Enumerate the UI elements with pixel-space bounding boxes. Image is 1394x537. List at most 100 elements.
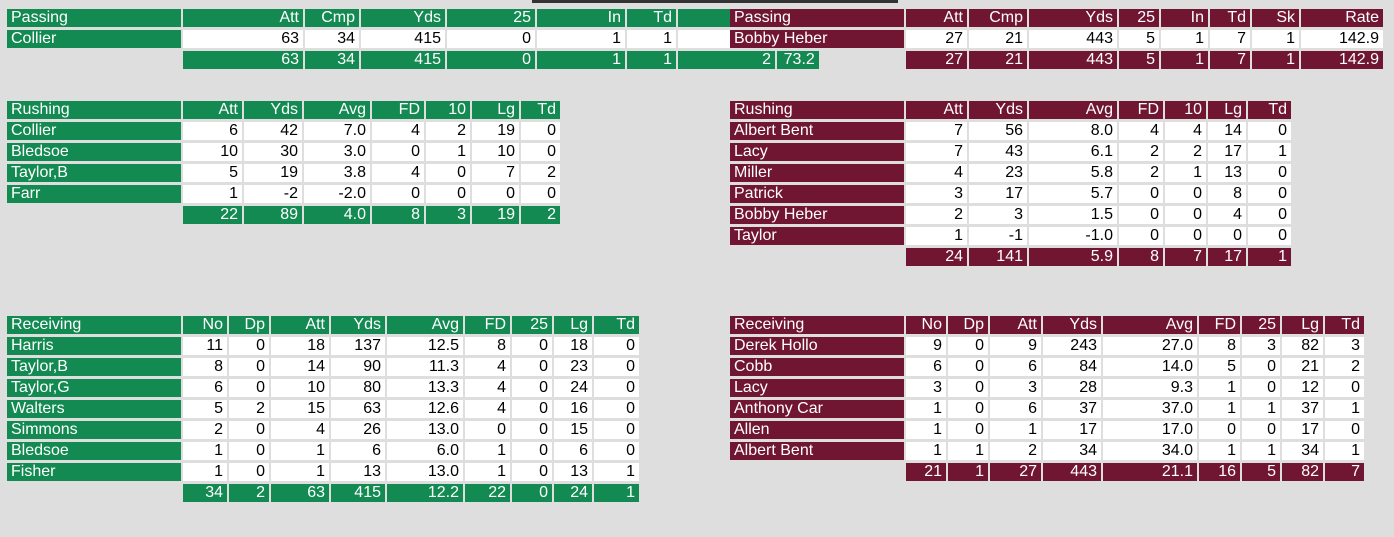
stat-dp: 0 — [229, 421, 269, 439]
stat-fd: 4 — [465, 358, 510, 376]
stat-avg: 14.0 — [1103, 358, 1197, 376]
stat-fd: 1 — [1199, 379, 1240, 397]
total-fd: 8 — [1119, 248, 1163, 266]
stat-10: 0 — [426, 185, 470, 203]
stat-dp: 0 — [229, 358, 269, 376]
column-header-lg: Lg — [1282, 316, 1323, 334]
player-row: Taylor,B 8 0 14 90 11.3 4 0 23 0 — [7, 358, 639, 376]
total-yds: 89 — [244, 206, 302, 224]
total-no: 21 — [906, 463, 946, 481]
column-header-10: 10 — [1165, 101, 1206, 119]
total-lg: 24 — [554, 484, 592, 502]
stat-yds: 30 — [244, 143, 302, 161]
stat-cmp: 34 — [305, 30, 359, 48]
stat-dp: 2 — [229, 400, 269, 418]
stat-25: 0 — [1242, 379, 1280, 397]
stat-yds: 37 — [1043, 400, 1101, 418]
stat-10: 2 — [1165, 143, 1206, 161]
stat-td: 0 — [1248, 185, 1291, 203]
stat-10: 0 — [1165, 185, 1206, 203]
total-dp: 2 — [229, 484, 269, 502]
stat-fd: 4 — [372, 164, 424, 182]
stat-avg: 3.0 — [304, 143, 370, 161]
stat-no: 6 — [183, 379, 227, 397]
stat-lg: 13 — [1208, 164, 1246, 182]
stat-fd: 0 — [372, 185, 424, 203]
total-lg: 82 — [1282, 463, 1323, 481]
player-row: Harris 11 0 18 137 12.5 8 0 18 0 — [7, 337, 639, 355]
stat-no: 2 — [183, 421, 227, 439]
column-header-yds: Yds — [331, 316, 385, 334]
stat-lg: 34 — [1282, 442, 1323, 460]
stat-25: 0 — [1242, 358, 1280, 376]
section-title: Passing — [730, 9, 904, 27]
stat-avg: 12.5 — [387, 337, 463, 355]
stat-td: 0 — [594, 337, 639, 355]
stat-att: 6 — [990, 358, 1041, 376]
stat-lg: 24 — [554, 379, 592, 397]
stat-fd: 4 — [372, 122, 424, 140]
total-10: 7 — [1165, 248, 1206, 266]
stat-lg: 19 — [472, 122, 519, 140]
player-row: Bobby Heber 2 3 1.5 0 0 4 0 — [730, 206, 1291, 224]
stat-yds: 56 — [969, 122, 1027, 140]
stat-avg: 8.0 — [1029, 122, 1117, 140]
column-header-yds: Yds — [244, 101, 302, 119]
stat-in: 1 — [1161, 30, 1208, 48]
stat-att: 3 — [990, 379, 1041, 397]
stat-no: 1 — [906, 442, 946, 460]
stat-td: 1 — [1325, 442, 1364, 460]
total-td: 7 — [1210, 51, 1250, 69]
player-name: Collier — [7, 122, 181, 140]
top-divider — [532, 0, 898, 3]
header-row: Receiving No Dp Att Yds Avg FD 25 Lg Td — [7, 316, 639, 334]
stat-avg: 9.3 — [1103, 379, 1197, 397]
stat-fd: 1 — [1199, 400, 1240, 418]
player-row: Collier 6 42 7.0 4 2 19 0 — [7, 122, 560, 140]
player-name: Anthony Car — [730, 400, 904, 418]
total-fd: 16 — [1199, 463, 1240, 481]
totals-spacer — [730, 463, 904, 481]
stat-rate: 142.9 — [1301, 30, 1383, 48]
stat-td: 0 — [594, 379, 639, 397]
stat-10: 1 — [1165, 164, 1206, 182]
stat-lg: 23 — [554, 358, 592, 376]
player-row: Taylor 1 -1 -1.0 0 0 0 0 — [730, 227, 1291, 245]
stat-yds: -1 — [969, 227, 1027, 245]
column-header-fd: FD — [465, 316, 510, 334]
stat-td: 0 — [1248, 122, 1291, 140]
stat-att: 1 — [906, 227, 967, 245]
column-header-25: 25 — [1119, 9, 1159, 27]
stat-td: 0 — [521, 185, 560, 203]
total-td: 2 — [521, 206, 560, 224]
stat-fd: 0 — [465, 421, 510, 439]
stat-25: 0 — [512, 442, 552, 460]
stat-25: 0 — [1242, 421, 1280, 439]
stat-lg: 37 — [1282, 400, 1323, 418]
stat-lg: 21 — [1282, 358, 1323, 376]
total-att: 27 — [990, 463, 1041, 481]
player-name: Cobb — [730, 358, 904, 376]
home-passing-table: PassingAttCmpYds25InTdSkRateCollier63344… — [5, 6, 821, 72]
stat-fd: 1 — [465, 463, 510, 481]
total-10: 3 — [426, 206, 470, 224]
stat-fd: 8 — [1199, 337, 1240, 355]
column-header-fd: FD — [1119, 101, 1163, 119]
stat-dp: 0 — [229, 442, 269, 460]
stat-no: 1 — [906, 421, 946, 439]
stat-avg: 5.7 — [1029, 185, 1117, 203]
stat-att: 2 — [906, 206, 967, 224]
column-header-yds: Yds — [969, 101, 1027, 119]
stat-dp: 0 — [229, 463, 269, 481]
stat-att: 14 — [271, 358, 329, 376]
stat-lg: 18 — [554, 337, 592, 355]
total-in: 1 — [1161, 51, 1208, 69]
stat-lg: 82 — [1282, 337, 1323, 355]
stat-td: 0 — [521, 143, 560, 161]
stat-td: 1 — [627, 30, 676, 48]
column-header-lg: Lg — [554, 316, 592, 334]
stat-td: 0 — [1325, 421, 1364, 439]
player-name: Derek Hollo — [730, 337, 904, 355]
home-rushing-table: Rushing Att Yds Avg FD 10 Lg Td Collier 6 42 7.0 4 2 1… — [5, 98, 562, 227]
